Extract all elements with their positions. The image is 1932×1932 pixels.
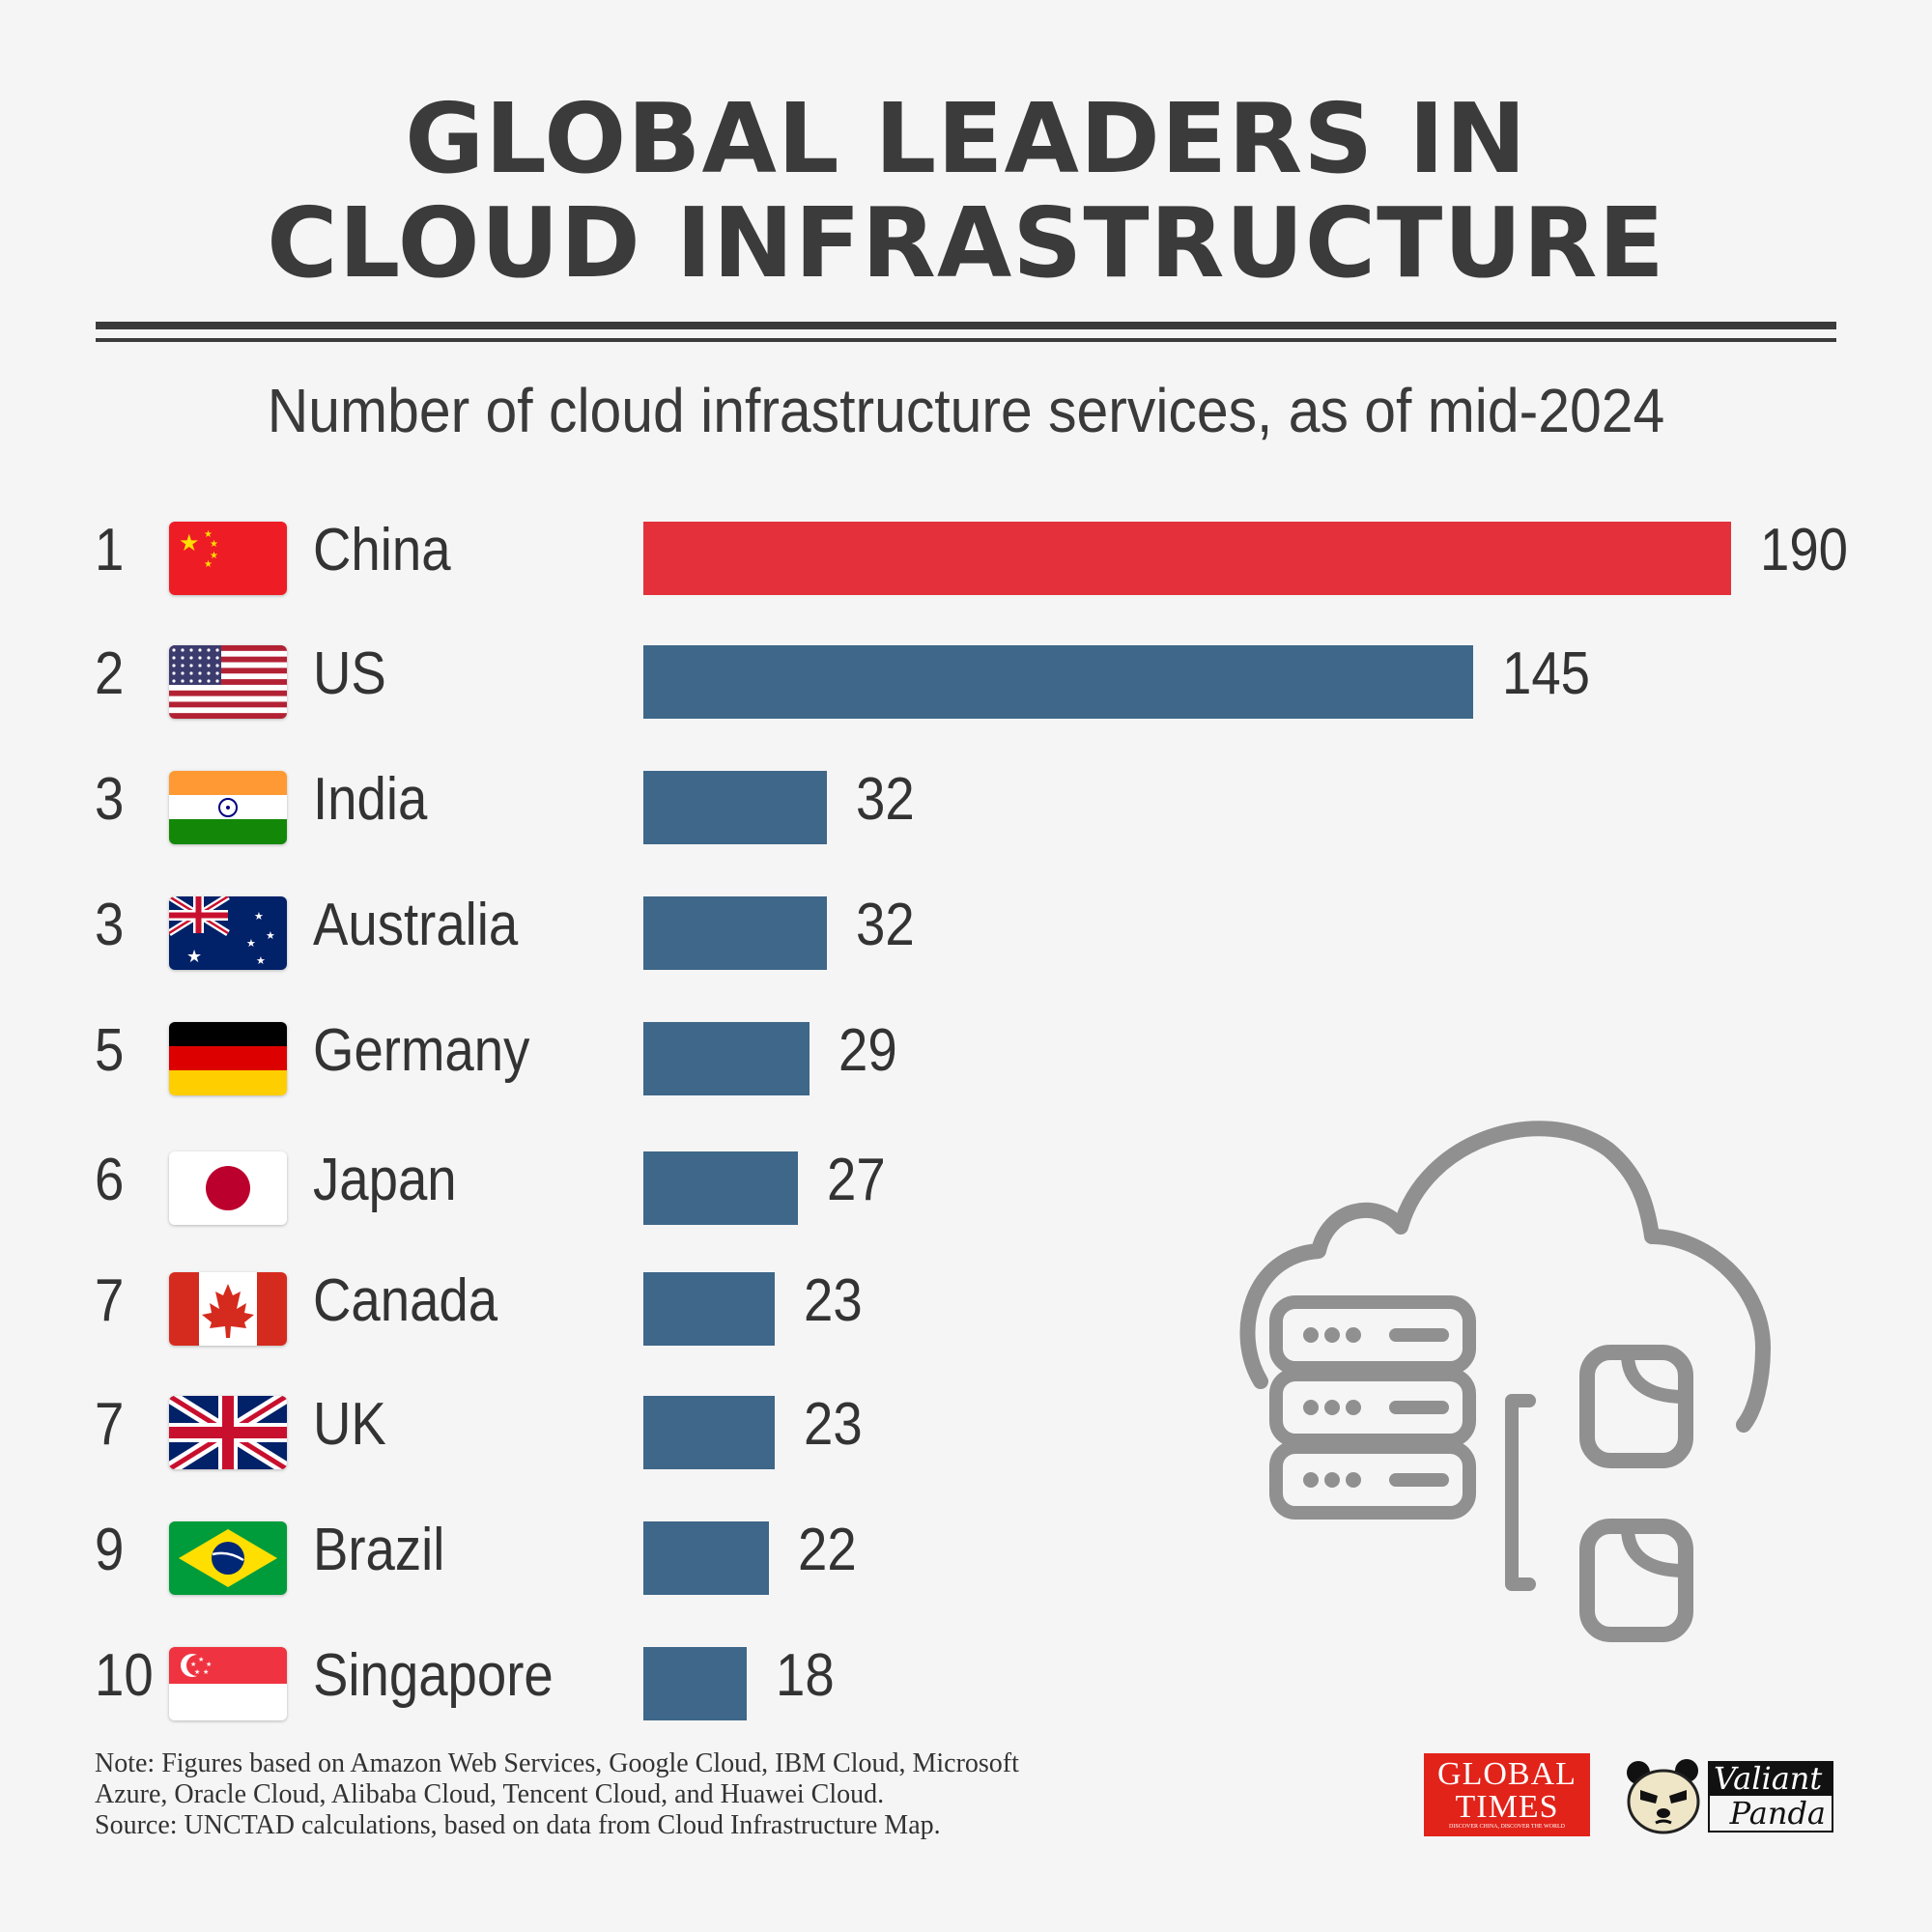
svg-text:★: ★ (256, 955, 266, 967)
note-line-3: Source: UNCTAD calculations, based on da… (95, 1810, 941, 1840)
svg-text:★: ★ (206, 1661, 212, 1668)
svg-text:★: ★ (210, 539, 218, 550)
panda-icon (1627, 1759, 1700, 1834)
svg-text:★: ★ (266, 930, 275, 942)
source-note: Note: Figures based on Amazon Web Servic… (95, 1748, 1206, 1841)
india-flag-icon (169, 771, 287, 844)
title-divider-thick (96, 322, 1836, 329)
rank-label: 7 (95, 1267, 125, 1334)
rank-label: 5 (95, 1017, 125, 1084)
category-label: India (313, 766, 428, 833)
value-label: 23 (804, 1391, 863, 1458)
bar-canada (643, 1272, 776, 1346)
svg-text:★: ★ (204, 559, 213, 570)
chart-row-brazil: 9 Brazil 22 (0, 1507, 1932, 1595)
value-label: 29 (838, 1017, 897, 1084)
svg-text:★: ★ (246, 938, 256, 950)
svg-text:★: ★ (204, 529, 213, 540)
australia-flag-icon: ★ ★ ★ ★ ★ (169, 896, 287, 970)
rank-label: 7 (95, 1391, 125, 1458)
rank-label: 3 (95, 892, 125, 958)
category-label: Germany (313, 1017, 530, 1084)
chart-row-india: 3 India 32 (0, 756, 1932, 844)
bar-australia (643, 896, 827, 970)
value-label: 32 (855, 766, 915, 833)
china-flag-icon: ★ ★ ★ ★ ★ (169, 522, 287, 595)
bar-germany (643, 1022, 810, 1095)
category-label: China (313, 517, 451, 583)
chart-subtitle: Number of cloud infrastructure services,… (267, 376, 1665, 445)
bar-india (643, 771, 827, 844)
chart-row-us: 2 US 145 (0, 631, 1932, 719)
japan-flag-icon (169, 1151, 287, 1225)
value-label: 23 (804, 1267, 863, 1334)
value-label: 32 (855, 892, 915, 958)
note-line-2: Azure, Oracle Cloud, Alibaba Cloud, Tenc… (95, 1779, 885, 1809)
note-line-1: Note: Figures based on Amazon Web Servic… (95, 1748, 1019, 1778)
germany-flag-icon (169, 1022, 287, 1095)
rank-label: 2 (95, 640, 125, 707)
chart-row-uk: 7 UK 23 (0, 1381, 1932, 1469)
canada-flag-icon (169, 1272, 287, 1346)
title-divider-thin (96, 338, 1836, 342)
rank-label: 3 (95, 766, 125, 833)
chart-title-line1: GLOBAL LEADERS IN (405, 82, 1527, 195)
svg-text:★: ★ (203, 1668, 209, 1676)
value-label: 22 (798, 1517, 858, 1583)
svg-text:★: ★ (254, 911, 264, 923)
chart-title-line2: CLOUD INFRASTRUCTURE (267, 186, 1665, 299)
global-times-logo-line1: GLOBAL (1437, 1756, 1577, 1792)
chart-row-china: 1 ★ ★ ★ ★ ★ China 190 (0, 507, 1932, 595)
rank-label: 1 (95, 517, 125, 583)
global-times-logo-line2: TIMES (1455, 1789, 1559, 1825)
uk-flag-icon (169, 1396, 287, 1469)
chart-row-japan: 6 Japan 27 (0, 1137, 1932, 1225)
bar-brazil (643, 1521, 770, 1595)
svg-text:★: ★ (190, 1661, 196, 1668)
cloud-server-files-icon (1239, 1121, 1771, 1642)
value-label: 18 (775, 1642, 835, 1709)
chart-row-singapore: 10 ★ ★ ★ ★ ★ Singapore 18 (0, 1633, 1932, 1720)
rank-label: 6 (95, 1147, 125, 1213)
global-times-logo: GLOBAL TIMES DISCOVER CHINA, DISCOVER TH… (1424, 1753, 1590, 1836)
us-flag-icon (169, 645, 287, 719)
valiant-panda-wordmark: Valiant Panda (1708, 1761, 1833, 1833)
global-times-logo-tagline: DISCOVER CHINA, DISCOVER THE WORLD (1449, 1824, 1565, 1830)
singapore-flag-icon: ★ ★ ★ ★ ★ (169, 1647, 287, 1720)
bar-uk (643, 1396, 776, 1469)
valiant-panda-line1: Valiant (1708, 1761, 1833, 1796)
value-label: 27 (827, 1147, 886, 1213)
brazil-flag-icon (169, 1521, 287, 1595)
value-label: 145 (1502, 640, 1591, 707)
chart-row-australia: 3 ★ ★ ★ ★ ★ Australia 32 (0, 882, 1932, 970)
chart-row-germany: 5 Germany 29 (0, 1008, 1932, 1095)
valiant-panda-line2: Panda (1708, 1796, 1833, 1833)
bar-us (643, 645, 1474, 719)
chart-row-canada: 7 Canada 23 (0, 1258, 1932, 1346)
svg-text:★: ★ (179, 530, 200, 556)
svg-text:★: ★ (194, 1668, 200, 1676)
bar-singapore (643, 1647, 747, 1720)
valiant-panda-logo: Valiant Panda (1623, 1753, 1835, 1840)
bar-japan (643, 1151, 798, 1225)
category-label: Australia (313, 892, 519, 958)
svg-text:★: ★ (210, 551, 218, 561)
category-label: US (313, 640, 386, 707)
bar-china (643, 522, 1731, 595)
value-label: 190 (1760, 517, 1849, 583)
rank-label: 10 (95, 1642, 154, 1709)
category-label: Singapore (313, 1642, 554, 1709)
svg-text:★: ★ (198, 1656, 204, 1663)
svg-text:★: ★ (186, 947, 202, 966)
chart-title: GLOBAL LEADERS IN CLOUD INFRASTRUCTURE (0, 87, 1932, 296)
rank-label: 9 (95, 1517, 125, 1583)
category-label: Brazil (313, 1517, 445, 1583)
category-label: UK (313, 1391, 386, 1458)
category-label: Japan (313, 1147, 457, 1213)
category-label: Canada (313, 1267, 498, 1334)
